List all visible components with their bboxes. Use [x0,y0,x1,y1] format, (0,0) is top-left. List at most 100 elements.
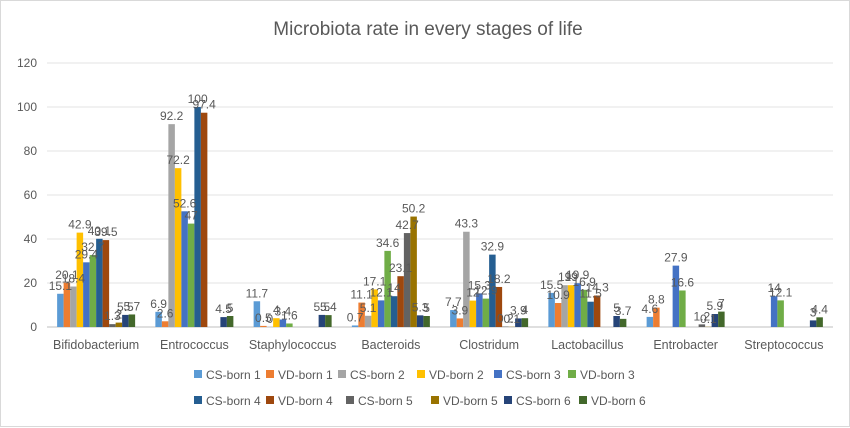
data-label: 3.7 [615,304,632,318]
gridlines [47,63,833,327]
data-label: 27.9 [664,251,688,265]
data-label: 14 [387,281,401,295]
y-tick-label: 40 [24,232,38,246]
y-tick-label: 100 [17,100,37,114]
legend-label: CS-born 4 [206,394,261,408]
bar [404,233,411,327]
data-label: 47 [184,209,198,223]
bar [286,323,293,327]
data-label: 5.7 [124,299,141,313]
bar [162,321,169,327]
bar [587,302,594,327]
bar [352,325,359,327]
x-category-label: Entrobacter [653,338,718,352]
bar [227,316,234,327]
bar [483,299,490,327]
data-label: 11.7 [246,286,269,300]
bar [116,323,123,327]
data-label: 2.6 [157,306,174,320]
data-label: 18.2 [487,272,511,286]
x-category-label: Clostridum [459,338,519,352]
data-label: 5 [423,301,430,315]
x-category-label: Streptococcus [744,338,823,352]
legend: CS-born 1 VD-born 1 CS-born 2 VD-born 2 CS-b… [194,368,646,408]
bar [260,326,267,327]
legend-swatch [579,396,587,404]
data-label: 16.6 [671,275,695,289]
data-label: 1.6 [281,308,298,322]
x-category-label: Lactobacillus [551,338,623,352]
legend-label: CS-born 5 [358,394,413,408]
data-label: 12.1 [769,285,793,299]
x-category-label: Bacteroids [361,338,420,352]
legend-label: CS-born 2 [350,368,405,382]
bar [57,294,64,327]
bar [365,316,372,327]
data-label: 39.5 [94,225,118,239]
bar [122,315,129,327]
data-label: 3.9 [452,303,469,317]
legend-label: VD-born 2 [429,368,484,382]
bar [109,324,116,327]
x-category-label: Bifidobacterium [53,338,139,352]
legend-label: CS-born 1 [206,368,261,382]
bar [175,168,182,327]
data-label: 4 [522,303,529,317]
bar [620,319,627,327]
data-label: 72.2 [166,153,190,167]
bar [810,320,817,327]
data-label: 43.3 [455,217,479,231]
bar [771,296,778,327]
data-label: 5.4 [320,300,337,314]
legend-swatch [346,396,354,404]
data-labels: 15.120.118.442.929.432.740.139.51.325.55… [49,92,829,326]
bar [201,113,208,327]
data-label: 18.4 [62,272,86,286]
legend-label: CS-born 3 [506,368,561,382]
y-tick-label: 120 [17,56,37,70]
legend-label: VD-born 6 [591,394,646,408]
data-label: 5 [227,301,234,315]
data-label: 34.6 [376,236,400,250]
bar [378,300,385,327]
bar [470,301,477,327]
data-label: 7 [718,297,725,311]
bar [220,317,227,327]
legend-swatch [494,370,502,378]
legend-swatch [266,370,274,378]
legend-swatch [266,396,274,404]
bar [90,255,97,327]
data-label: 8.8 [648,293,665,307]
data-label: 10.9 [546,288,570,302]
bar [555,303,562,327]
data-label: 92.2 [160,109,184,123]
bar [391,296,398,327]
data-label: 14.3 [585,281,609,295]
data-label: 32.9 [481,240,505,254]
legend-swatch [338,370,346,378]
bar [647,317,654,327]
data-label: 97.4 [192,98,216,112]
data-label: 5.1 [360,301,377,315]
bar [457,318,464,327]
data-label: 4.4 [811,302,828,316]
legend-label: VD-born 3 [580,368,635,382]
bars [57,107,823,327]
legend-swatch [504,396,512,404]
bar [718,312,725,327]
bar [423,316,430,327]
data-label: 32.7 [81,240,105,254]
legend-label: VD-born 1 [278,368,333,382]
bar [816,317,823,327]
legend-label: VD-born 4 [278,394,333,408]
legend-label: CS-born 6 [516,394,571,408]
bar [188,224,195,327]
bar [777,300,784,327]
y-tick-label: 60 [24,188,38,202]
x-category-label: Staphylococcus [249,338,337,352]
bar [273,318,280,327]
